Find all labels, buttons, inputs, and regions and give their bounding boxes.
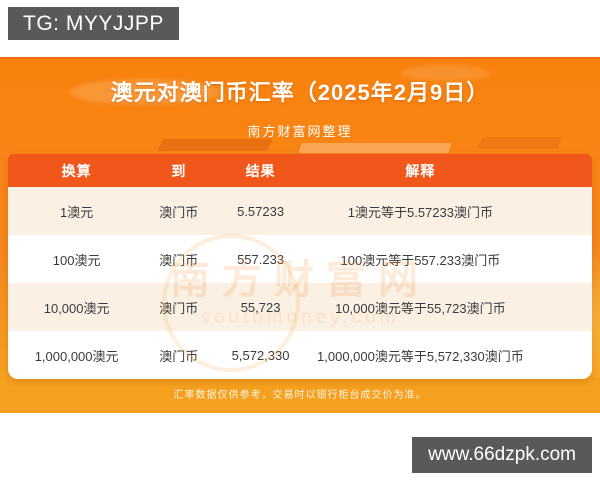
disclaimer-text: 汇率数据仅供参考，交易时以银行柜台成交价为准。 (173, 390, 427, 401)
top-strip: TG: MYYJJPP (0, 0, 600, 57)
decor-platform-left (157, 139, 273, 151)
cell-explain: 100澳元等于557.233澳门币 (340, 252, 501, 268)
cell-result: 557.233 (237, 251, 285, 267)
footer-band (0, 377, 600, 413)
tg-badge: TG: MYYJJPP (8, 7, 179, 40)
cell-explain: 1澳元等于5.57233澳门币 (347, 204, 493, 220)
cell-result: 55,723 (240, 299, 281, 315)
column-header-explain: 解释 (405, 162, 436, 179)
table-row: 10,000澳元 澳门币 55,723 10,000澳元等于55,723澳门币 (8, 283, 592, 331)
decor-platform-center (298, 143, 452, 153)
column-header-to: 到 (171, 162, 187, 179)
page-subtitle: 南方财富网整理 (247, 124, 353, 139)
cell-convert: 10,000澳元 (43, 300, 110, 316)
cell-to: 澳门币 (159, 252, 199, 268)
column-header-convert: 换算 (61, 162, 92, 179)
cell-to: 澳门币 (159, 348, 199, 364)
cell-result: 5.57233 (237, 203, 285, 219)
bottom-strip: www.66dzpk.com (0, 413, 600, 480)
table-row: 100澳元 澳门币 557.233 100澳元等于557.233澳门币 (8, 235, 592, 283)
cell-result: 5,572,330 (231, 347, 290, 363)
page-title: 澳元对澳门币汇率（2025年2月9日） (110, 80, 490, 105)
cell-explain: 1,000,000澳元等于5,572,330澳门币 (317, 348, 524, 364)
cell-to: 澳门币 (159, 204, 199, 220)
table-row: 1澳元 澳门币 5.57233 1澳元等于5.57233澳门币 (8, 187, 592, 235)
table-row: 1,000,000澳元 澳门币 5,572,330 1,000,000澳元等于5… (8, 331, 592, 379)
cell-convert: 1,000,000澳元 (34, 348, 119, 364)
cell-convert: 100澳元 (52, 252, 101, 268)
cell-explain: 10,000澳元等于55,723澳门币 (335, 300, 506, 316)
cell-to: 澳门币 (159, 300, 199, 316)
exchange-rate-table: 换算 到 结果 解释 1澳元 澳门币 5.57233 1澳元等于5.57233澳… (8, 154, 592, 379)
website-badge: www.66dzpk.com (412, 437, 592, 473)
column-header-result: 结果 (245, 162, 276, 179)
main-panel: 澳元对澳门币汇率（2025年2月9日） 南方财富网整理 换算 到 结果 解释 1… (0, 57, 600, 413)
table-header-row: 换算 到 结果 解释 (8, 154, 592, 187)
cell-convert: 1澳元 (60, 204, 94, 220)
